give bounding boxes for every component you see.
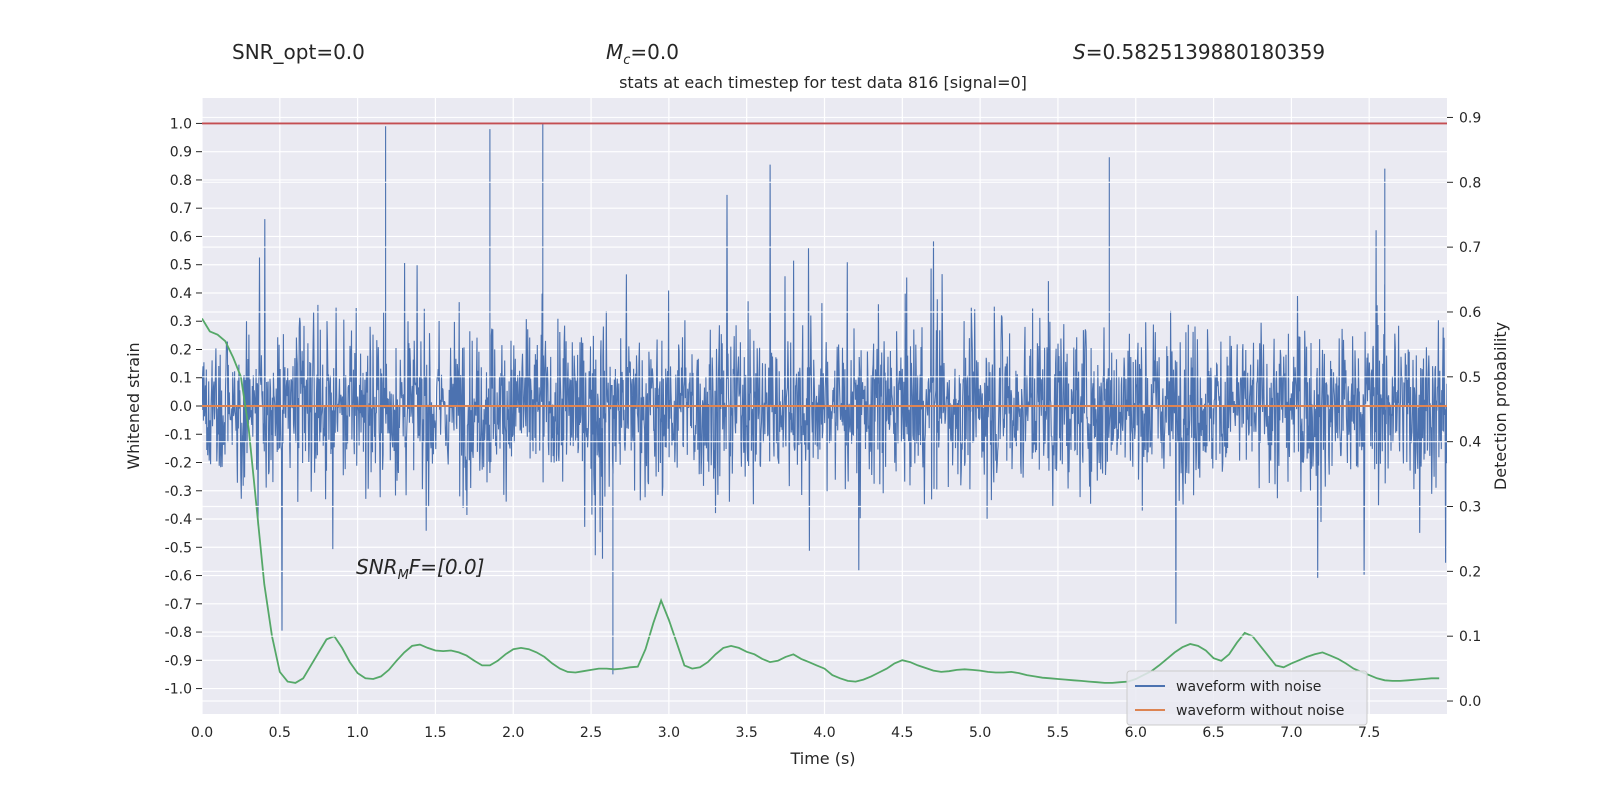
y-tick-label: 0.5: [170, 258, 192, 274]
y2-tick-label: 0.3: [1459, 500, 1481, 516]
x-tick-label: 5.5: [1047, 725, 1069, 741]
x-tick-label: 4.0: [813, 725, 835, 741]
y2-tick-label: 0.8: [1459, 175, 1481, 191]
x-tick-label: 2.5: [580, 725, 602, 741]
legend-label-clean: waveform without noise: [1176, 703, 1344, 719]
series-waveform-with-noise: [202, 123, 1447, 675]
y-tick-label: 0.6: [170, 229, 192, 245]
right-axis-grid: [202, 116, 1447, 702]
mc-label: Mc=0.0: [606, 40, 679, 68]
y-tick-label: -0.1: [165, 427, 192, 443]
chart-title: stats at each timestep for test data 816…: [619, 73, 1027, 92]
y2-tick-label: 0.9: [1459, 110, 1481, 126]
x-tick-label: 7.5: [1358, 725, 1380, 741]
s-label: S=0.5825139880180359: [1073, 40, 1325, 64]
x-tick-label: 1.5: [424, 725, 446, 741]
x-tick-label: 5.0: [969, 725, 991, 741]
y-tick-label: 1.0: [170, 116, 192, 132]
y-tick-label: -0.3: [165, 484, 192, 500]
y-axis-label: Whitened strain: [124, 342, 143, 469]
y2-tick-label: 0.4: [1459, 435, 1481, 451]
y-tick-label: -0.6: [165, 569, 192, 585]
x-tick-label: 1.0: [346, 725, 368, 741]
y-tick-label: -0.5: [165, 540, 192, 556]
y-tick-label: 0.1: [170, 371, 192, 387]
y2-axis-ticks: 0.9 0.8 0.7 0.6 0.5 0.4 0.3 0.2 0.1 0.0: [1447, 110, 1481, 710]
x-axis-label: Time (s): [789, 749, 855, 768]
y-tick-label: -0.9: [165, 653, 192, 669]
y-tick-label: -0.8: [165, 625, 192, 641]
snr-opt-label: SNR_opt=0.0: [232, 40, 365, 64]
x-tick-label: 6.0: [1125, 725, 1147, 741]
y2-tick-label: 0.0: [1459, 694, 1481, 710]
y-tick-label: 0.0: [170, 399, 192, 415]
y-tick-label: 0.8: [170, 173, 192, 189]
y2-tick-label: 0.7: [1459, 240, 1481, 256]
plot-content: [202, 116, 1447, 702]
x-tick-label: 4.5: [891, 725, 913, 741]
y-axis-ticks: 1.0 0.9 0.8 0.7 0.6 0.5 0.4 0.3 0.2 0.1 0.0 -0.1 -0.…: [165, 116, 202, 698]
y-tick-label: 0.4: [170, 286, 192, 302]
legend-box: [1126, 670, 1368, 726]
y-tick-label: 0.7: [170, 201, 192, 217]
x-tick-label: 7.0: [1280, 725, 1302, 741]
x-axis-ticks: 0.0 0.5 1.0 1.5 2.0 2.5 3.0 3.5 4.0 4.5 5.0 5.5 6.0 6…: [191, 725, 1380, 741]
x-tick-label: 2.0: [502, 725, 524, 741]
series-detection-probability: [202, 318, 1440, 684]
legend-label-noise: waveform with noise: [1176, 679, 1321, 695]
x-tick-label: 0.5: [269, 725, 291, 741]
x-tick-label: 3.0: [658, 725, 680, 741]
y2-axis-label: Detection probability: [1491, 322, 1510, 490]
y-tick-label: -0.2: [165, 456, 192, 472]
y-tick-label: -1.0: [165, 682, 192, 698]
y-tick-label: -0.7: [165, 597, 192, 613]
y2-tick-label: 0.2: [1459, 564, 1481, 580]
x-tick-label: 6.5: [1202, 725, 1224, 741]
legend: waveform with noise waveform without noi…: [1126, 670, 1368, 726]
x-tick-label: 3.5: [736, 725, 758, 741]
snr-mf-annotation: SNRMF=[0.0]: [356, 555, 484, 583]
y2-tick-label: 0.1: [1459, 629, 1481, 645]
y2-tick-label: 0.5: [1459, 370, 1481, 386]
y-tick-label: 0.2: [170, 342, 192, 358]
y-tick-label: 0.9: [170, 145, 192, 161]
x-tick-label: 0.0: [191, 725, 213, 741]
y-tick-label: 0.3: [170, 314, 192, 330]
y2-tick-label: 0.6: [1459, 305, 1481, 321]
y-tick-label: -0.4: [165, 512, 192, 528]
